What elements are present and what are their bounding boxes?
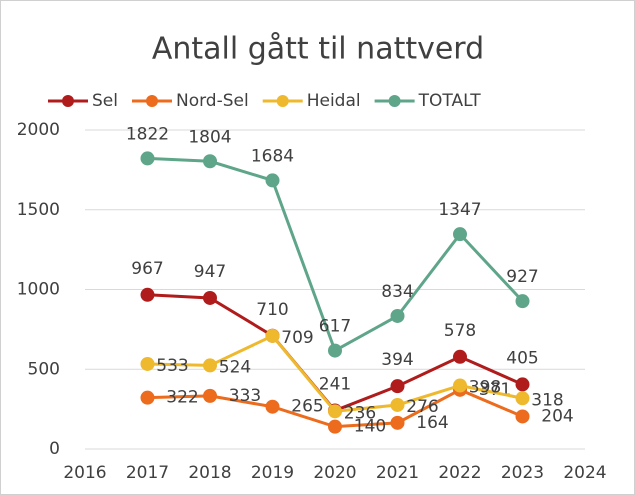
data-point [515,294,530,309]
data-label: 333 [229,386,261,406]
y-tick-label: 0 [49,439,60,459]
x-tick-label: 2018 [188,463,231,483]
data-label: 140 [354,417,386,437]
data-point [265,173,280,188]
data-label: 617 [319,317,351,337]
legend-marker [276,95,289,107]
x-tick-label: 2019 [251,463,294,483]
data-label: 204 [541,406,573,426]
data-label: 1822 [126,124,169,144]
y-tick-label: 500 [28,359,60,379]
data-point [390,415,405,430]
data-label: 927 [506,267,538,287]
data-point [453,378,467,393]
data-point [140,390,155,405]
legend-label: TOTALT [418,91,482,111]
x-tick-label: 2020 [313,463,356,483]
data-label: 405 [506,348,538,368]
data-point [265,328,280,343]
data-point [453,349,467,364]
data-point [515,409,530,424]
data-label: 398 [469,378,501,398]
data-point [203,388,217,403]
data-label: 1804 [188,127,231,147]
x-tick-label: 2016 [63,463,106,483]
data-point [390,397,405,412]
legend-label: Heidal [307,91,361,111]
data-label: 834 [381,282,413,302]
data-label: 1347 [438,200,481,220]
y-tick-label: 1000 [17,280,60,300]
legend-label: Sel [92,91,118,111]
data-point [265,399,280,414]
data-label: 394 [381,350,413,370]
data-label: 967 [131,259,163,279]
data-label: 533 [156,356,188,376]
data-point [328,419,342,434]
data-point [140,151,155,166]
data-point [515,377,530,392]
y-tick-label: 2000 [17,120,60,140]
data-label: 318 [531,390,563,410]
data-point [203,154,217,169]
data-label: 710 [256,300,288,320]
data-label: 1684 [251,146,294,166]
x-tick-label: 2021 [376,463,419,483]
data-label: 947 [194,262,226,282]
x-tick-label: 2017 [126,463,169,483]
data-point [390,379,405,394]
data-point [203,358,217,373]
data-label: 164 [416,413,448,433]
data-point [453,227,467,242]
data-point [203,290,217,305]
legend-marker [145,95,158,107]
data-label: 709 [281,328,313,348]
chart-title: Antall gått til nattverd [152,32,484,67]
data-label: 241 [319,375,351,395]
data-label: 578 [444,321,476,341]
x-tick-label: 2024 [563,463,606,483]
data-point [390,308,405,323]
data-label: 524 [219,357,251,377]
legend-label: Nord-Sel [176,91,249,111]
data-point [140,356,155,371]
data-point [328,343,342,358]
legend-marker [388,95,401,107]
data-label: 236 [344,403,376,423]
data-label: 265 [291,397,323,417]
data-point [140,287,155,302]
x-tick-label: 2022 [438,463,481,483]
y-tick-label: 1500 [17,200,60,220]
x-tick-label: 2023 [501,463,544,483]
data-label: 322 [166,388,198,408]
data-label: 276 [406,397,438,417]
data-point [515,391,530,406]
data-point [328,404,342,419]
legend-marker [62,95,74,107]
